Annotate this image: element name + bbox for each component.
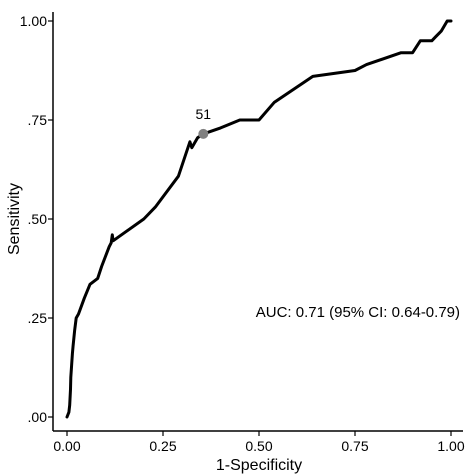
highlight-point-label: 51 (196, 106, 212, 122)
y-axis-title: Sensitivity (6, 183, 23, 255)
x-tick-label: 0.00 (53, 438, 80, 454)
y-tick-label: .50 (28, 211, 48, 227)
x-tick-label: 0.50 (245, 438, 272, 454)
axes: 0.00 0.25 0.50 0.75 1.00 .00 .25 .50 .75 1.00 (20, 12, 465, 454)
x-axis-title: 1-Specificity (216, 457, 302, 474)
x-tick-label: 0.25 (149, 438, 176, 454)
y-tick-label: 1.00 (20, 13, 47, 29)
y-tick-label: .75 (28, 112, 48, 128)
x-ticks: 0.00 0.25 0.50 0.75 1.00 (53, 431, 465, 454)
auc-annotation: AUC: 0.71 (95% CI: 0.64-0.79) (256, 304, 460, 321)
y-ticks: .00 .25 .50 .75 1.00 (20, 13, 53, 425)
roc-curve (65, 19, 453, 419)
x-tick-label: 1.00 (437, 438, 464, 454)
y-tick-label: .00 (28, 409, 48, 425)
highlight-point (198, 128, 209, 139)
x-tick-label: 0.75 (341, 438, 368, 454)
y-tick-label: .25 (28, 310, 48, 326)
